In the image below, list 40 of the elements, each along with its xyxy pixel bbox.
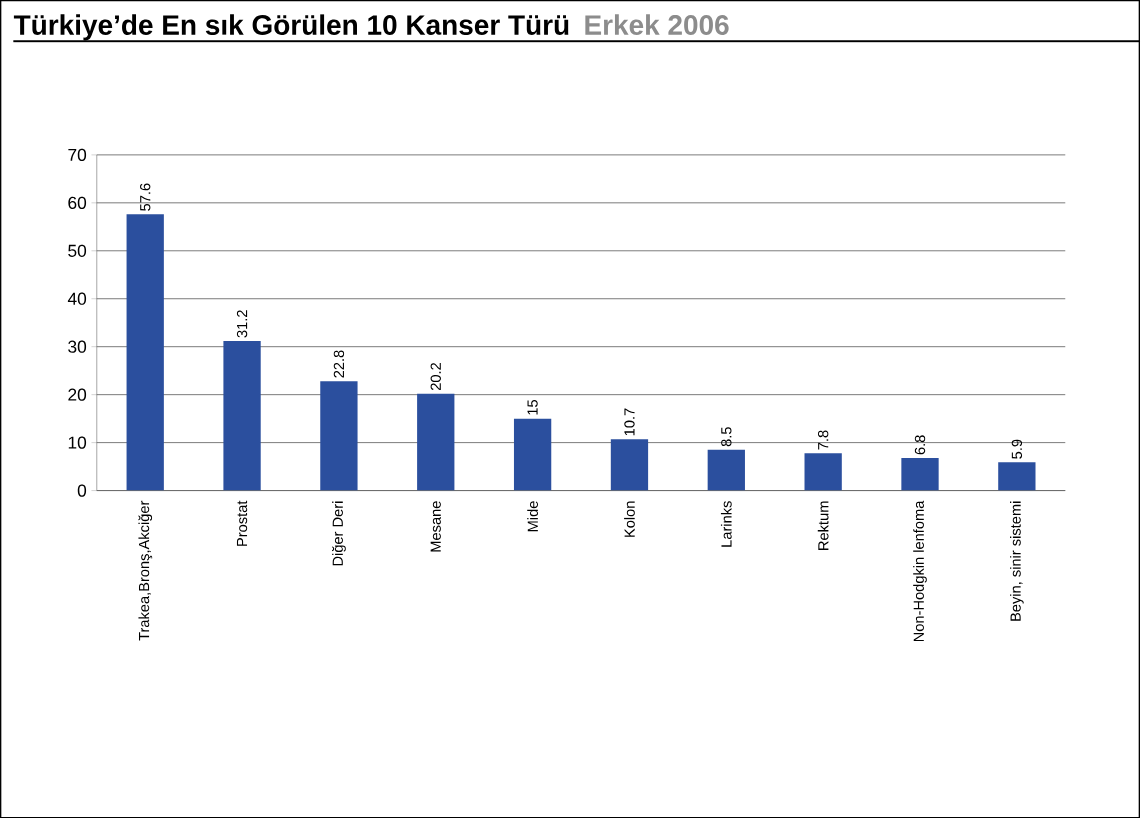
- y-tick-label: 30: [68, 340, 87, 353]
- x-tick-label: Trakea,Bronş,Akciğer: [138, 500, 153, 641]
- bar: [513, 418, 552, 491]
- y-tick-label: 60: [68, 196, 87, 209]
- x-tick-label: Prostat: [236, 500, 248, 546]
- y-tick-label: 40: [67, 292, 87, 305]
- y-tick-label: 0: [77, 484, 87, 497]
- data-label: 20.2: [430, 362, 441, 390]
- y-tick-label: 50: [68, 244, 87, 257]
- data-label: 31.2: [236, 310, 248, 338]
- y-tick-label: 10: [68, 436, 87, 449]
- bar: [610, 439, 649, 491]
- bar: [320, 381, 358, 491]
- chart-subtitle: Erkek 2006: [585, 14, 729, 35]
- data-label: 8.5: [721, 426, 732, 447]
- data-label: 15: [527, 399, 538, 415]
- data-label: 5.9: [1011, 439, 1023, 459]
- x-tick-label: Rektum: [817, 501, 829, 550]
- y-tick-label: 20: [68, 388, 87, 401]
- data-label: 57.6: [140, 183, 151, 211]
- x-tick-label: Mide: [527, 501, 538, 532]
- x-tick-label: Mesane: [430, 501, 441, 552]
- data-label: 7.8: [817, 430, 829, 450]
- chart-title: Türkiye’de En sık Görülen 10 Kanser Türü: [13, 14, 569, 41]
- data-label: 22.8: [333, 350, 345, 378]
- x-tick-label: Diğer Deri: [331, 501, 346, 566]
- bar: [417, 393, 455, 491]
- x-tick-label: Non-Hodgkin lenfoma: [913, 500, 927, 641]
- y-tick-label: 70: [68, 148, 87, 161]
- data-label: 10.7: [624, 408, 635, 436]
- bar: [223, 340, 261, 491]
- bar: [998, 462, 1036, 491]
- bar: [901, 457, 939, 491]
- data-label: 6.8: [914, 435, 926, 455]
- bar: [804, 453, 842, 491]
- bar: [707, 449, 745, 491]
- x-tick-label: Kolon: [624, 501, 635, 537]
- bar: [126, 214, 164, 491]
- x-tick-label: Beyin, sinir sistemi: [1010, 501, 1024, 621]
- x-tick-label: Larinks: [720, 501, 732, 547]
